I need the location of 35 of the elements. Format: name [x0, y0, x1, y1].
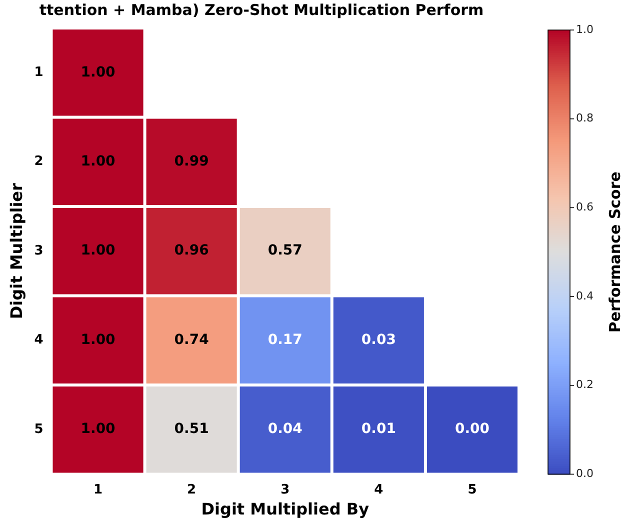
data-label: 0.74: [174, 332, 210, 348]
color-bar-label: 0.8: [576, 112, 594, 125]
data-label: 0.03: [361, 332, 396, 348]
data-label: 0.01: [361, 421, 396, 438]
data-label: 1.00: [80, 242, 116, 259]
color-bar-title: Performance Score: [606, 172, 624, 333]
data-label: 1.00: [80, 421, 116, 438]
x-tick-label: 3: [280, 482, 290, 498]
y-tick-label: 4: [34, 332, 44, 348]
y-axis-title: Digit Multiplier: [6, 182, 26, 320]
data-label: 0.04: [268, 421, 303, 438]
data-label: 0.17: [268, 332, 302, 348]
x-tick-label: 2: [187, 482, 196, 498]
x-axis-title: Digit Multiplied By: [201, 500, 370, 519]
y-tick-label: 2: [34, 154, 44, 170]
data-label: 0.00: [454, 421, 490, 438]
y-tick-label: 3: [34, 243, 44, 258]
x-tick-label: 5: [468, 482, 477, 498]
color-bar-label: 1.0: [576, 22, 594, 36]
data-label: 0.57: [268, 242, 302, 259]
chart-title: ttention + Mamba) Zero-Shot Multiplication Perform: [39, 0, 484, 19]
data-label: 1.00: [80, 64, 116, 80]
data-label: 1.00: [80, 332, 116, 348]
color-bar-label: 0.4: [576, 289, 594, 302]
color-bar-label: 0.6: [576, 200, 594, 214]
x-tick-label: 1: [93, 482, 103, 498]
y-tick-label: 5: [34, 422, 44, 437]
data-label: 1.00: [80, 154, 116, 170]
y-tick-label: 1: [34, 64, 44, 80]
data-label: 0.99: [174, 154, 209, 170]
color-bar-label: 0.0: [576, 467, 594, 480]
color-bar-label: 0.2: [576, 378, 594, 392]
data-label: 0.96: [174, 242, 209, 259]
x-tick-label: 4: [374, 482, 384, 498]
data-label: 0.51: [174, 421, 209, 438]
